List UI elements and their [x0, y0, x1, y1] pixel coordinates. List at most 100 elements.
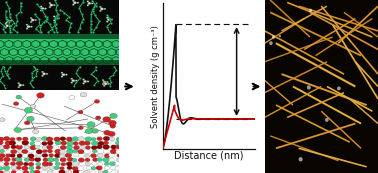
Circle shape [87, 81, 89, 82]
Circle shape [54, 137, 60, 141]
Circle shape [53, 16, 55, 17]
Circle shape [91, 162, 97, 165]
Circle shape [61, 162, 66, 166]
Circle shape [94, 99, 100, 103]
Circle shape [66, 145, 73, 150]
Circle shape [115, 141, 121, 145]
Circle shape [0, 149, 5, 153]
Circle shape [0, 158, 3, 161]
Circle shape [93, 158, 98, 162]
X-axis label: Distance (nm): Distance (nm) [174, 150, 243, 160]
Circle shape [30, 21, 32, 23]
Circle shape [103, 144, 110, 149]
Circle shape [29, 157, 35, 161]
Circle shape [27, 116, 34, 121]
Circle shape [60, 145, 66, 150]
Circle shape [30, 104, 36, 108]
Circle shape [50, 4, 53, 6]
Circle shape [30, 142, 36, 145]
Circle shape [98, 162, 103, 166]
Circle shape [66, 170, 72, 173]
Circle shape [53, 145, 59, 149]
Circle shape [60, 137, 66, 141]
Circle shape [10, 20, 12, 22]
Circle shape [25, 107, 33, 113]
Circle shape [72, 4, 74, 6]
Circle shape [36, 137, 42, 141]
Circle shape [16, 161, 23, 166]
Circle shape [34, 141, 41, 146]
Circle shape [79, 141, 85, 145]
Circle shape [47, 149, 53, 153]
Circle shape [22, 137, 28, 141]
Circle shape [96, 116, 101, 120]
Circle shape [13, 102, 19, 106]
Circle shape [49, 153, 54, 157]
Circle shape [42, 75, 43, 77]
Circle shape [43, 158, 48, 162]
Circle shape [87, 122, 95, 127]
Circle shape [73, 170, 80, 173]
Circle shape [6, 150, 11, 154]
Circle shape [111, 171, 116, 173]
Circle shape [111, 145, 116, 149]
Circle shape [42, 170, 48, 173]
Circle shape [42, 142, 47, 145]
Circle shape [47, 141, 53, 145]
Circle shape [36, 166, 41, 169]
Circle shape [0, 118, 5, 122]
Circle shape [85, 137, 92, 142]
Circle shape [30, 17, 32, 19]
Circle shape [85, 162, 90, 166]
Circle shape [71, 78, 73, 80]
Circle shape [49, 6, 51, 8]
Circle shape [71, 82, 73, 83]
Circle shape [102, 79, 104, 81]
Circle shape [110, 149, 117, 154]
Circle shape [12, 158, 17, 161]
Circle shape [103, 136, 110, 141]
Circle shape [36, 162, 41, 166]
Circle shape [104, 166, 110, 170]
Circle shape [19, 84, 22, 86]
Circle shape [103, 170, 108, 173]
Circle shape [110, 113, 117, 119]
Circle shape [110, 137, 115, 141]
Circle shape [59, 167, 64, 170]
Circle shape [46, 145, 53, 149]
Circle shape [17, 154, 23, 158]
Circle shape [103, 81, 105, 83]
Circle shape [11, 170, 17, 173]
Circle shape [67, 157, 73, 162]
Circle shape [49, 2, 51, 4]
Circle shape [3, 166, 10, 171]
Circle shape [307, 85, 311, 90]
Circle shape [110, 124, 116, 128]
Circle shape [109, 161, 116, 166]
Circle shape [27, 25, 30, 28]
Circle shape [99, 6, 101, 8]
Circle shape [116, 149, 123, 154]
Circle shape [85, 129, 93, 134]
Circle shape [53, 20, 55, 21]
Circle shape [111, 141, 116, 145]
Circle shape [115, 161, 122, 166]
Circle shape [98, 141, 104, 146]
Circle shape [16, 137, 22, 141]
Circle shape [72, 0, 74, 2]
Circle shape [107, 18, 110, 21]
Circle shape [6, 20, 10, 22]
Circle shape [37, 93, 44, 98]
Circle shape [46, 137, 53, 142]
Circle shape [6, 154, 11, 157]
Circle shape [92, 129, 98, 133]
Circle shape [55, 149, 62, 154]
Circle shape [108, 131, 115, 136]
Circle shape [65, 74, 68, 75]
Circle shape [28, 162, 34, 166]
Circle shape [42, 71, 43, 73]
Circle shape [337, 86, 341, 90]
Circle shape [54, 158, 59, 162]
Circle shape [54, 153, 61, 158]
Circle shape [77, 2, 79, 4]
